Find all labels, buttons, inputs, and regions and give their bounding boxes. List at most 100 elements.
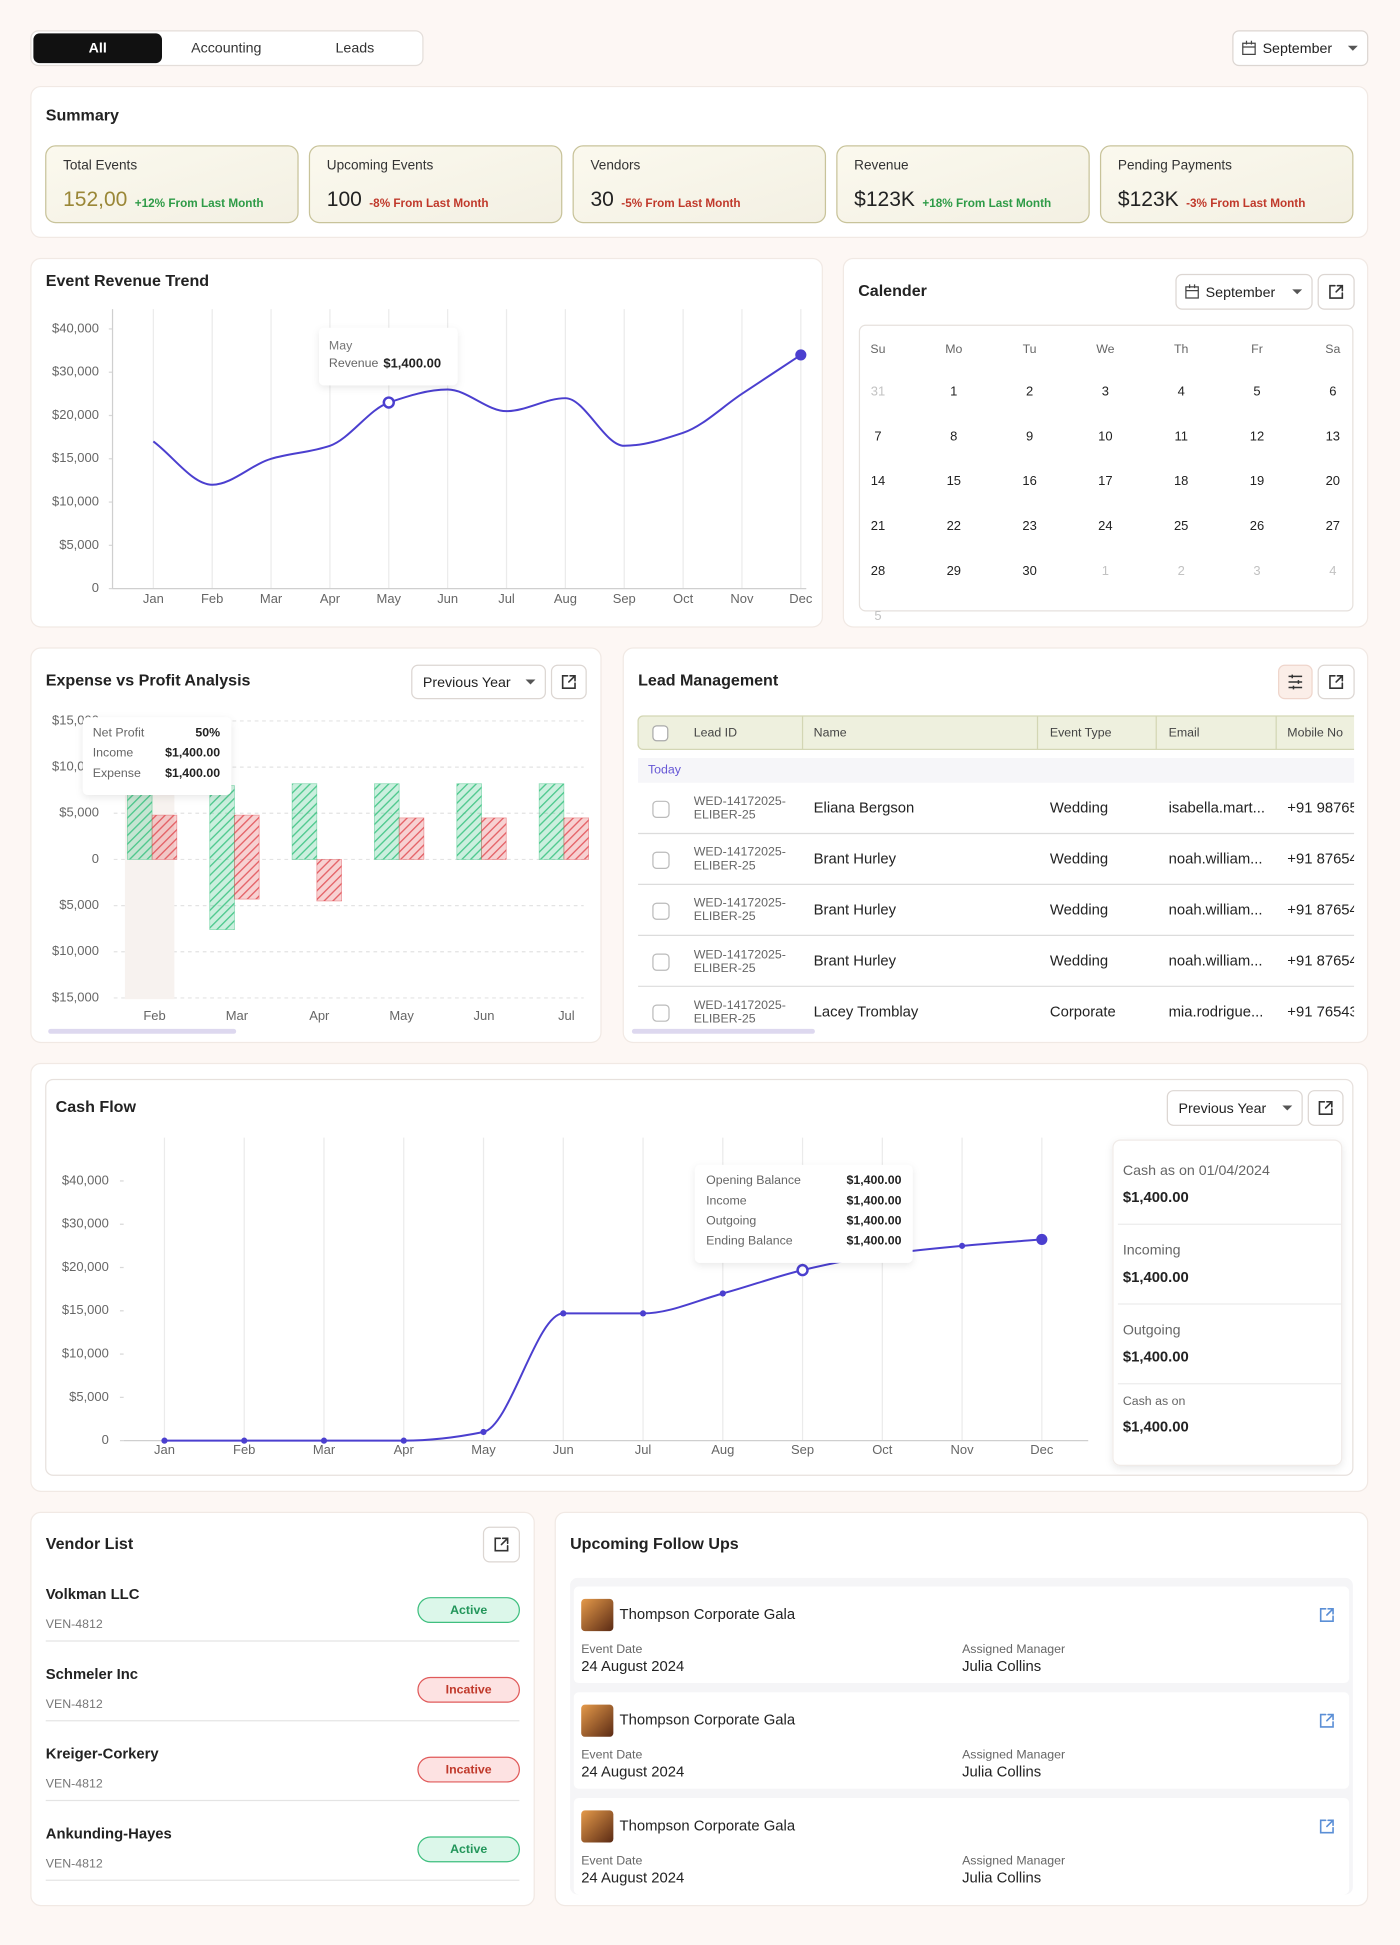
calendar-day[interactable]: 23	[1022, 518, 1036, 533]
table-row[interactable]: WED-14172025-ELIBER-25 Brant Hurley Weddin…	[638, 947, 1368, 987]
table-row[interactable]: WED-14172025-ELIBER-25 Eliana Bergson Wedd…	[638, 795, 1368, 835]
calendar-day[interactable]: 4	[1329, 563, 1336, 578]
calendar-day[interactable]: 17	[1098, 473, 1112, 488]
calendar-day[interactable]: 2	[1178, 563, 1185, 578]
open-button[interactable]	[1317, 273, 1355, 310]
column-header[interactable]: Event Type	[1050, 726, 1112, 740]
calendar-day[interactable]: 26	[1250, 518, 1264, 533]
open-link[interactable]	[1319, 1819, 1334, 1834]
calendar-day[interactable]: 20	[1326, 473, 1340, 488]
column-header[interactable]: Name	[814, 726, 847, 740]
column-header[interactable]: Email	[1169, 726, 1200, 740]
column-header[interactable]: Lead ID	[694, 726, 737, 740]
vendor-id: VEN-4812	[46, 1856, 103, 1870]
calendar-day[interactable]: 19	[1250, 473, 1264, 488]
kpi-value: 152,00	[63, 188, 127, 211]
dropdown[interactable]: September	[1175, 273, 1313, 310]
calendar-day[interactable]: 3	[1253, 563, 1260, 578]
tab[interactable]: Accounting	[191, 41, 261, 57]
tab[interactable]: All	[33, 33, 162, 64]
kpi-frame	[45, 145, 299, 224]
checkbox[interactable]	[652, 851, 670, 869]
calendar-day[interactable]: 8	[950, 428, 957, 443]
checkbox[interactable]	[652, 1004, 670, 1022]
dropdown-value[interactable]: September	[1206, 285, 1276, 301]
calendar-day[interactable]: 10	[1098, 428, 1112, 443]
calendar-day[interactable]: 16	[1022, 473, 1036, 488]
tab-label[interactable]: Accounting	[191, 41, 261, 57]
tab-label[interactable]: All	[89, 41, 107, 57]
weekday: Tu	[1023, 342, 1037, 356]
calendar-day[interactable]: 30	[1022, 563, 1036, 578]
open-link[interactable]	[1319, 1608, 1334, 1622]
calendar-day[interactable]: 2	[1026, 383, 1033, 398]
open-button[interactable]	[1307, 1090, 1344, 1126]
lead-id: WED-14172025-ELIBER-25	[693, 998, 786, 1027]
followup-frame	[573, 1692, 1350, 1789]
table-row[interactable]: WED-14172025-ELIBER-25 Brant Hurley Weddin…	[638, 897, 1368, 936]
open-button[interactable]	[482, 1526, 520, 1563]
calendar-day[interactable]: 7	[874, 428, 881, 443]
column-header[interactable]: Mobile No	[1287, 726, 1343, 740]
x-tick-label: Mar	[226, 1008, 249, 1023]
calendar-day[interactable]: 31	[871, 383, 885, 398]
calendar-day[interactable]: 5	[874, 608, 881, 623]
kpi-label: Pending Payments	[1118, 157, 1232, 172]
dropdown-value[interactable]: September	[1263, 41, 1333, 57]
checkbox[interactable]	[652, 725, 669, 742]
followup-item: Thompson Corporate Gala Event Date 24 Augu…	[573, 1586, 1350, 1684]
field-label: Event Date	[581, 1853, 642, 1867]
balance-label: Cash as on 01/04/2024	[1123, 1163, 1270, 1179]
open-link[interactable]	[1319, 1713, 1334, 1728]
calendar-day[interactable]: 21	[871, 518, 885, 533]
dropdown-frame[interactable]	[1175, 273, 1313, 310]
dropdown[interactable]: Previous Year	[1166, 1090, 1303, 1126]
calendar-day[interactable]: 13	[1326, 428, 1340, 443]
tab-label[interactable]: Leads	[336, 41, 375, 57]
tab[interactable]: Leads	[336, 41, 375, 57]
checkbox[interactable]	[652, 953, 670, 971]
dropdown-frame[interactable]	[1166, 1090, 1303, 1126]
calendar-day[interactable]: 12	[1250, 428, 1264, 443]
calendar-day[interactable]: 9	[1026, 428, 1033, 443]
followup-title: Thompson Corporate Gala	[620, 1607, 796, 1623]
chart: 0 $5,000 $10,000 $15,000 $20,000 $30,000 $40,0…	[62, 1137, 1089, 1457]
calendar-day[interactable]: 5	[1253, 383, 1260, 398]
calendar-day[interactable]: 15	[947, 473, 961, 488]
checkbox[interactable]	[652, 902, 670, 920]
active-tab[interactable]	[33, 33, 162, 64]
tooltip-value: $1,400.00	[846, 1173, 901, 1187]
calendar-day[interactable]: 4	[1178, 383, 1185, 398]
calendar-day[interactable]: 25	[1174, 518, 1188, 533]
calendar-day[interactable]: 22	[947, 518, 961, 533]
filter-button[interactable]	[1278, 664, 1313, 700]
table-row[interactable]: WED-14172025-ELIBER-25 Brant Hurley Weddin…	[638, 846, 1368, 886]
calendar-day[interactable]: 28	[871, 563, 885, 578]
kpi-card: Upcoming Events 100 -8% From Last Month	[308, 145, 563, 224]
dropdown-value[interactable]: Previous Year	[423, 675, 511, 691]
dropdown-frame[interactable]	[411, 664, 546, 700]
calendar-day[interactable]: 1	[950, 383, 957, 398]
calendar-day[interactable]: 18	[1174, 473, 1188, 488]
dropdown[interactable]: September	[1232, 30, 1369, 67]
kpi-card: Pending Payments $123K -3% From Last Month	[1099, 145, 1354, 224]
calendar-day[interactable]: 1	[1102, 563, 1109, 578]
calendar-day[interactable]: 29	[947, 563, 961, 578]
calendar-day[interactable]: 3	[1102, 383, 1109, 398]
calendar-day[interactable]: 24	[1098, 518, 1112, 533]
table-row[interactable]: WED-14172025-ELIBER-25 Lacey Tromblay Corp…	[652, 998, 1358, 1031]
open-button[interactable]	[550, 664, 587, 700]
dropdown-frame[interactable]	[1232, 30, 1369, 67]
calendar-day[interactable]: 27	[1326, 518, 1340, 533]
bar	[291, 783, 318, 860]
calendar-day[interactable]: 14	[871, 473, 885, 488]
checkbox[interactable]	[652, 800, 670, 819]
lead-type: Wedding	[1050, 852, 1108, 868]
dropdown-value[interactable]: Previous Year	[1178, 1101, 1266, 1117]
dropdown[interactable]: Previous Year	[411, 664, 546, 700]
lead-id: WED-14172025-ELIBER-25	[693, 947, 786, 976]
calendar-day[interactable]: 6	[1329, 383, 1336, 398]
calendar-day[interactable]: 11	[1174, 428, 1187, 443]
open-button[interactable]	[1317, 664, 1355, 700]
